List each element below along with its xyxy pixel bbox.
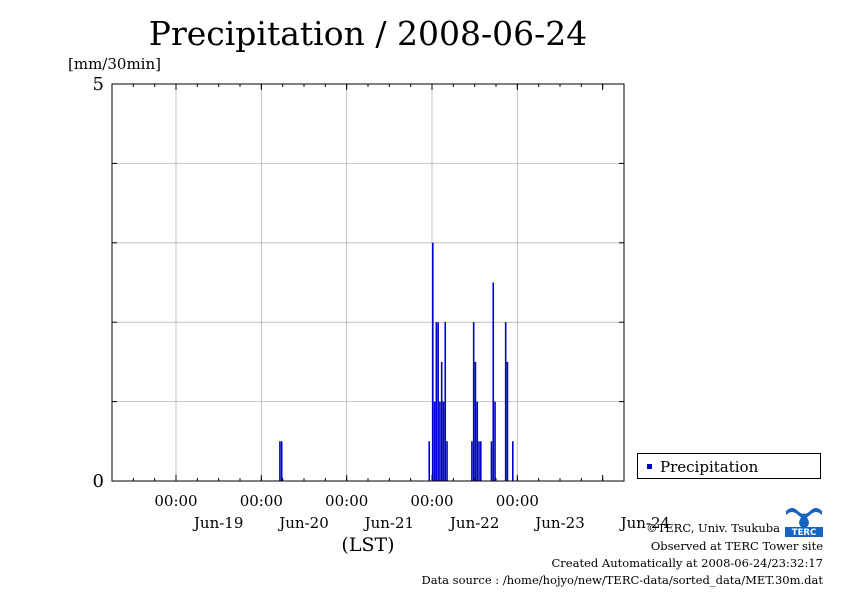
copyright-text: ©TERC, Univ. Tsukuba [646, 521, 780, 535]
x-date-label: Jun-21 [363, 514, 415, 532]
precip-bar [440, 361, 443, 481]
precip-bar [490, 441, 493, 481]
ticks [111, 83, 625, 482]
precip-bar [437, 322, 439, 481]
precip-bar [439, 401, 441, 481]
y-tick-label: 0 [93, 471, 104, 492]
x-time-label: 00:00 [496, 492, 539, 510]
precip-bar [474, 361, 477, 481]
precip-bar [472, 322, 475, 481]
grid [112, 84, 624, 481]
precip-bar [442, 401, 445, 481]
y-axis-label: [mm/30min] [68, 55, 161, 73]
x-date-label: Jun-19 [192, 514, 244, 532]
x-axis-label: (LST) [341, 534, 394, 556]
precip-bar [280, 441, 283, 481]
precip-bar [504, 322, 507, 481]
precip-bar [471, 441, 473, 481]
bars [279, 242, 514, 481]
x-time-label: 00:00 [240, 492, 283, 510]
x-date-label: Jun-22 [448, 514, 500, 532]
observed-text: Observed at TERC Tower site [650, 539, 823, 553]
x-time-label: 00:00 [325, 492, 368, 510]
precip-bar [444, 322, 447, 481]
x-time-label: 00:00 [154, 492, 197, 510]
terc-logo: TERC [785, 508, 823, 537]
x-date-label: Jun-24 [619, 514, 671, 532]
precip-bar [428, 441, 431, 481]
precip-bar [432, 242, 434, 481]
precip-bar [476, 401, 479, 481]
precip-bar [506, 361, 509, 481]
logo-text: TERC [792, 528, 816, 537]
x-date-label: Jun-20 [277, 514, 329, 532]
precip-bar [512, 441, 514, 481]
precip-bar [435, 322, 438, 481]
x-time-label: 00:00 [410, 492, 453, 510]
precip-bar [494, 401, 496, 481]
tick-labels: 0 5 00:00 Jun-19 00:00 Jun-20 00:00 Jun-21 00:00… [93, 74, 671, 556]
legend-label: Precipitation [660, 458, 759, 476]
precip-bar [433, 401, 436, 481]
plot-frame [111, 83, 625, 482]
legend: Precipitation [637, 453, 821, 479]
x-date-label: Jun-23 [533, 514, 585, 532]
legend-swatch [647, 464, 652, 469]
chart-title: Precipitation / 2008-06-24 [148, 14, 588, 53]
precip-bar [492, 282, 495, 481]
precip-bar [480, 441, 482, 481]
precip-bar [446, 441, 448, 481]
precip-bar [478, 441, 480, 481]
created-text: Created Automatically at 2008-06-24/23:3… [551, 556, 824, 570]
y-tick-label: 5 [93, 74, 104, 95]
source-text: Data source : /home/hojyo/new/TERC-data/… [421, 573, 823, 587]
precip-bar [279, 441, 281, 481]
